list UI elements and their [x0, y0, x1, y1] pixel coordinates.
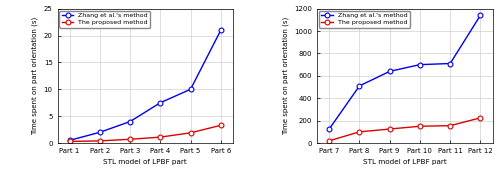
- Legend: Zhang et al.'s method, The proposed method: Zhang et al.'s method, The proposed meth…: [60, 11, 150, 27]
- The proposed method: [188, 132, 194, 134]
- The proposed method: [386, 128, 392, 130]
- Zhang et al.'s method: [97, 131, 103, 133]
- Legend: Zhang et al.'s method, The proposed method: Zhang et al.'s method, The proposed meth…: [319, 11, 410, 27]
- The proposed method: [417, 125, 423, 127]
- The proposed method: [218, 124, 224, 127]
- Zhang et al.'s method: [356, 85, 362, 87]
- Zhang et al.'s method: [326, 128, 332, 130]
- Line: The proposed method: The proposed method: [67, 123, 223, 144]
- X-axis label: STL model of LPBF part: STL model of LPBF part: [363, 160, 446, 166]
- The proposed method: [66, 140, 72, 143]
- The proposed method: [326, 140, 332, 142]
- Zhang et al.'s method: [158, 102, 164, 104]
- The proposed method: [356, 131, 362, 133]
- Line: Zhang et al.'s method: Zhang et al.'s method: [327, 13, 483, 132]
- X-axis label: STL model of LPBF part: STL model of LPBF part: [104, 160, 187, 166]
- Zhang et al.'s method: [127, 120, 133, 123]
- Zhang et al.'s method: [386, 70, 392, 73]
- The proposed method: [447, 125, 453, 127]
- Zhang et al.'s method: [417, 64, 423, 66]
- Zhang et al.'s method: [218, 29, 224, 31]
- Y-axis label: Time spent on part orientation (s): Time spent on part orientation (s): [282, 17, 288, 135]
- Zhang et al.'s method: [66, 139, 72, 142]
- Line: The proposed method: The proposed method: [327, 115, 483, 143]
- The proposed method: [478, 117, 484, 119]
- The proposed method: [97, 140, 103, 142]
- The proposed method: [158, 136, 164, 138]
- Y-axis label: Time spent on part orientation (s): Time spent on part orientation (s): [32, 17, 38, 135]
- Zhang et al.'s method: [188, 88, 194, 90]
- Zhang et al.'s method: [447, 62, 453, 65]
- Zhang et al.'s method: [478, 14, 484, 17]
- Line: Zhang et al.'s method: Zhang et al.'s method: [67, 28, 223, 143]
- The proposed method: [127, 138, 133, 140]
